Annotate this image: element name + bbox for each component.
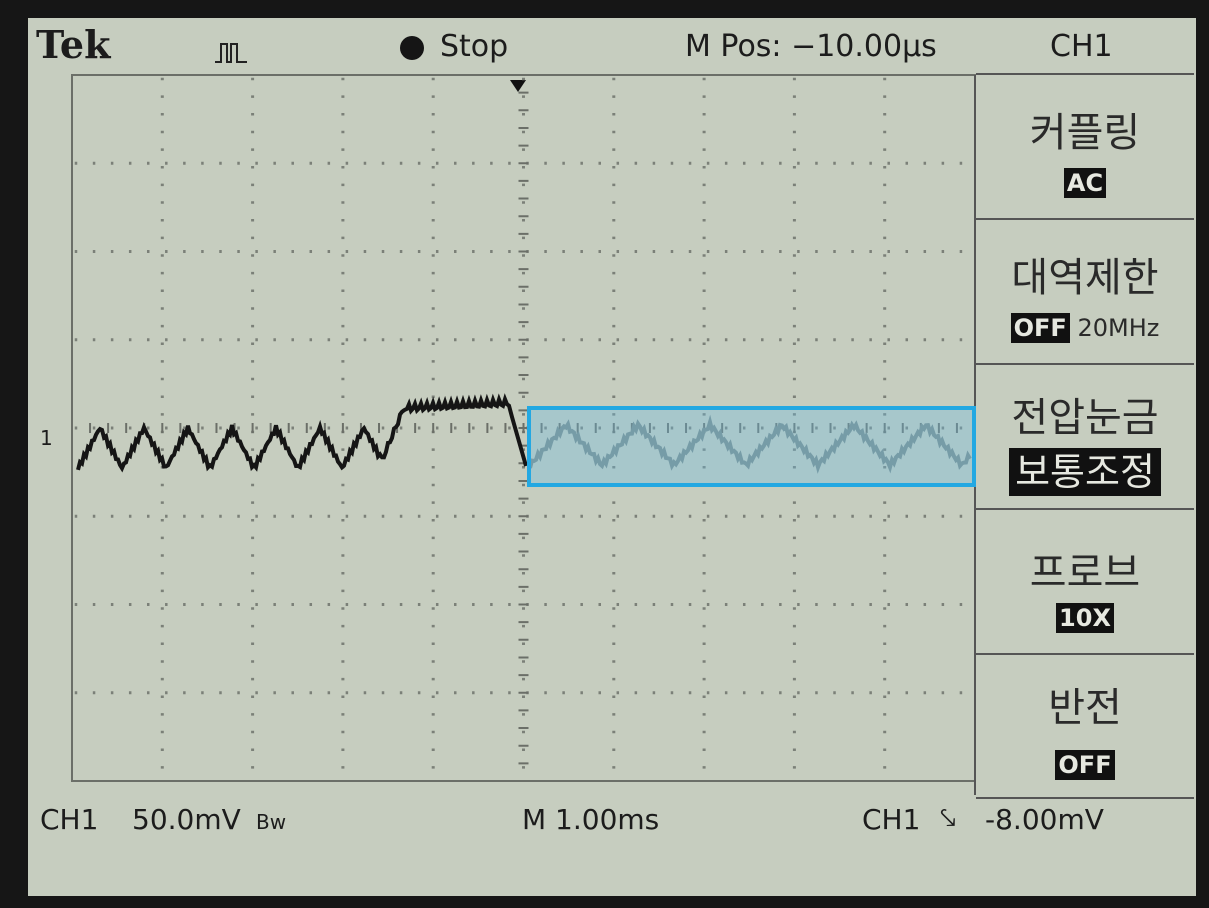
menu-value: 10X (1056, 603, 1114, 633)
timebase: M 1.00ms (522, 803, 660, 836)
menu-value: AC (1063, 168, 1107, 198)
menu-volts-div[interactable]: 전압눈금 보통조정 (976, 363, 1194, 510)
graticule-dots (74, 77, 963, 769)
stop-indicator (400, 36, 424, 60)
menu-invert[interactable]: 반전 OFF (976, 653, 1194, 799)
menu-bandwidth[interactable]: 대역제한 OFF 20MHz (976, 218, 1194, 365)
channel-marker: 1 (40, 426, 53, 450)
highlight-box (527, 406, 976, 487)
bandwidth-indicator: Bw (256, 810, 287, 834)
footer-channel: CH1 (40, 803, 99, 836)
menu-label: 반전 (1048, 685, 1122, 731)
menu-channel: CH1 (1050, 29, 1113, 64)
menu-probe[interactable]: 프로브 10X (976, 508, 1194, 655)
menu-label: 프로브 (1029, 550, 1141, 596)
menu-label: 대역제한 (1011, 255, 1159, 301)
signal-trace (76, 393, 528, 473)
trigger-slope: ⤥ (940, 801, 956, 834)
menu-value: OFF (1010, 313, 1070, 343)
menu-value: OFF (1055, 750, 1115, 780)
center-ticks (71, 74, 976, 782)
trigger-icon (215, 43, 247, 63)
menu-label: 커플링 (1029, 110, 1141, 156)
menu-value: 보통조정 (1009, 448, 1161, 496)
trigger-level: -8.00mV (985, 803, 1104, 836)
volts-per-div: 50.0mV (132, 803, 241, 836)
menu-label: 전압눈금 (1011, 395, 1159, 441)
status: Stop (440, 29, 509, 64)
trigger-channel: CH1 (862, 803, 921, 836)
signal-trace-faint (528, 414, 972, 474)
menu-extra: 20MHz (1077, 314, 1160, 342)
brand: Tek (36, 22, 111, 67)
trigger-position (510, 80, 526, 92)
horizontal-position: M Pos: −10.00µs (685, 29, 937, 64)
menu-coupling[interactable]: 커플링 AC (976, 73, 1194, 220)
